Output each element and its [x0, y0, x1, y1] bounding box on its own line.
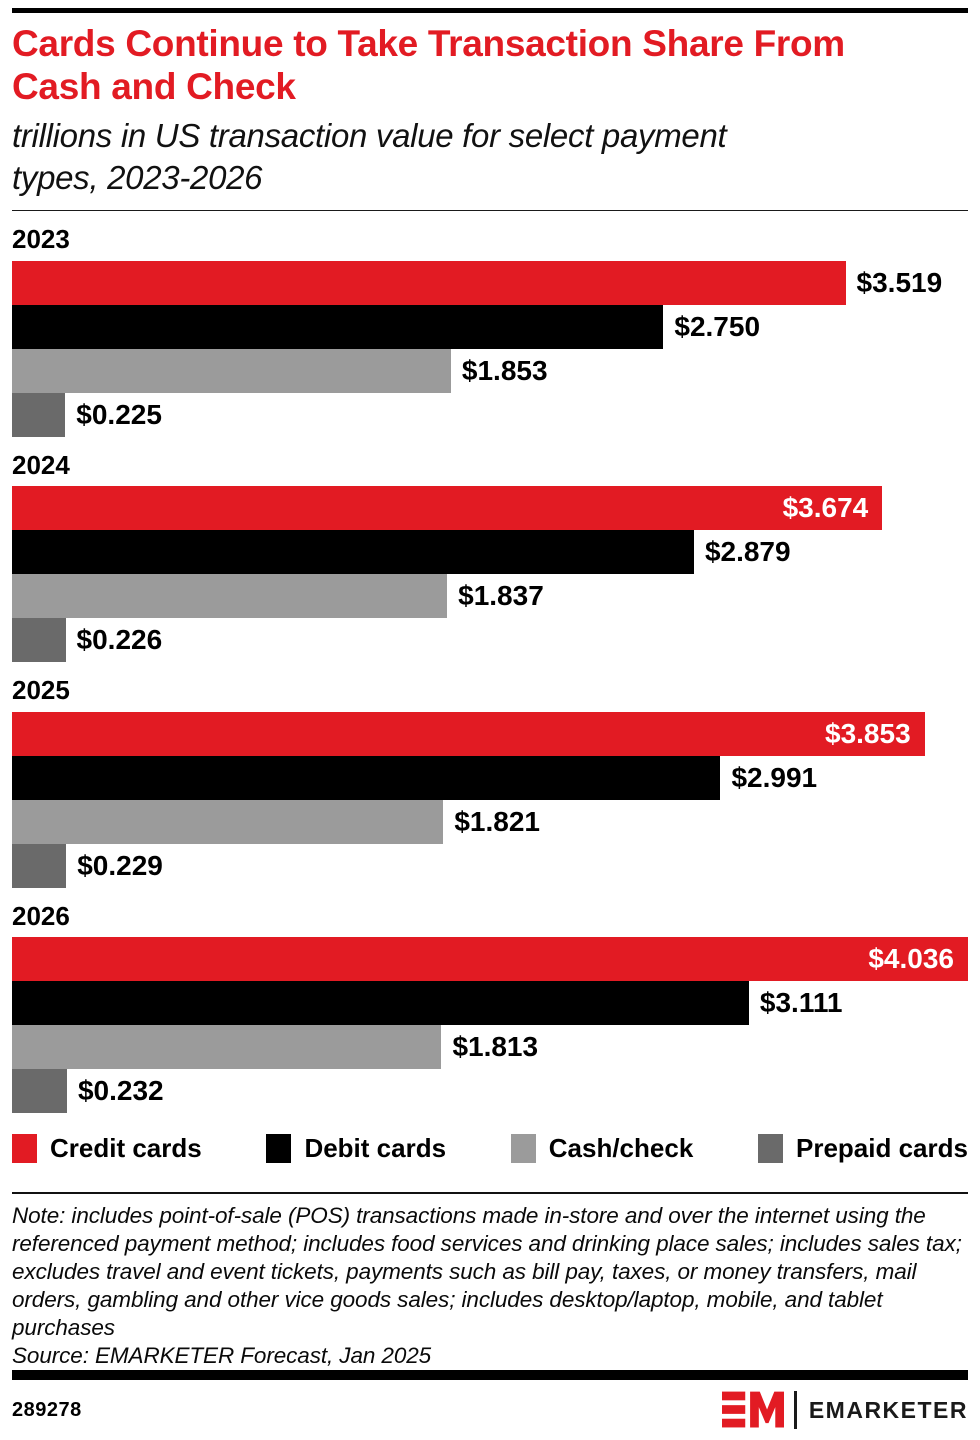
- bar-row: $1.813: [12, 1025, 968, 1070]
- bar-value-label: $3.853: [825, 717, 911, 749]
- bar-value-label: $0.232: [77, 1075, 164, 1107]
- bar-cash-check: [12, 799, 444, 844]
- title-line-2: Cash and Check: [12, 65, 296, 107]
- legend-swatch-credit-cards: [12, 1134, 37, 1164]
- note-block: Note: includes point-of-sale (POS) trans…: [12, 1202, 968, 1370]
- bar-credit-cards: $3.674: [12, 486, 883, 531]
- legend-label: Credit cards: [50, 1133, 202, 1164]
- bar-row: $0.232: [12, 1069, 968, 1114]
- bar-value-label: $1.813: [452, 1031, 539, 1063]
- legend-item-prepaid-cards: Prepaid cards: [757, 1133, 968, 1164]
- footer: 289278 EMARKETER: [12, 1370, 968, 1432]
- bar-row: $3.674: [12, 486, 968, 531]
- title-line-1: Cards Continue to Take Transaction Share…: [12, 23, 845, 65]
- bar-row: $1.837: [12, 574, 968, 619]
- year-group-2026: 2026 $4.036 $3.111 $1.813 $0.232: [12, 902, 968, 1114]
- year-label: 2024: [12, 449, 70, 480]
- legend-label: Debit cards: [304, 1133, 447, 1164]
- bar-debit-cards: [12, 530, 694, 575]
- bar-value-label: $0.226: [76, 624, 163, 656]
- footer-row: 289278 EMARKETER: [12, 1388, 968, 1432]
- bar-credit-cards: $3.853: [12, 711, 925, 756]
- bar-cash-check: [12, 348, 451, 393]
- bar-value-label: $0.229: [77, 849, 163, 881]
- bar-row: $0.225: [12, 392, 968, 437]
- legend-swatch-prepaid-cards: [757, 1134, 783, 1164]
- bar-cash-check: [12, 574, 448, 619]
- bar-prepaid-cards: [12, 1069, 67, 1114]
- bar-debit-cards: [12, 981, 749, 1026]
- subtitle-line-2: types, 2023-2026: [12, 159, 263, 197]
- bar-value-label: $3.519: [856, 266, 943, 298]
- bar-row: $2.750: [12, 304, 968, 349]
- year-group-2024: 2024 $3.674 $2.879 $1.837 $0.226: [12, 449, 968, 663]
- bar-value-label: $3.111: [759, 987, 843, 1019]
- year-label: 2025: [12, 675, 70, 706]
- chart-id: 289278: [12, 1398, 82, 1421]
- brand-name: EMARKETER: [808, 1396, 968, 1423]
- year-group-2023: 2023 $3.519 $2.750 $1.853 $0.225: [12, 225, 968, 437]
- bar-debit-cards: [12, 755, 721, 800]
- legend-item-cash-check: Cash/check: [510, 1133, 694, 1164]
- footer-rule: [12, 1370, 968, 1380]
- bar-row: $2.879: [12, 530, 968, 575]
- note-rule: [12, 1192, 968, 1194]
- subtitle-line-1: trillions in US transaction value for se…: [12, 116, 727, 154]
- bar-value-label: $2.879: [704, 536, 791, 568]
- source-text: Source: EMARKETER Forecast, Jan 2025: [12, 1343, 432, 1368]
- bar-credit-cards: [12, 260, 846, 305]
- em-monogram-icon: [721, 1391, 784, 1428]
- bar-row: $1.821: [12, 799, 968, 844]
- bar-prepaid-cards: [12, 618, 66, 663]
- bar-row: $3.853: [12, 711, 968, 756]
- bar-value-label: $4.036: [868, 943, 954, 975]
- chart: 2023 $3.519 $2.750 $1.853 $0.225 2024 $3.674 $2…: [12, 211, 968, 1114]
- bar-credit-cards: $4.036: [12, 937, 968, 982]
- year-group-2025: 2025 $3.853 $2.991 $1.821 $0.229: [12, 676, 968, 888]
- bar-prepaid-cards: [12, 392, 66, 437]
- header-rule: [12, 209, 968, 211]
- note-text: Note: includes point-of-sale (POS) trans…: [12, 1203, 962, 1340]
- bar-value-label: $0.225: [76, 398, 162, 430]
- bar-debit-cards: [12, 304, 664, 349]
- bar-value-label: $1.853: [461, 354, 548, 386]
- bar-value-label: $2.991: [731, 761, 818, 793]
- legend-swatch-debit-cards: [266, 1134, 292, 1164]
- top-rule: [12, 8, 968, 14]
- bar-value-label: $1.821: [454, 805, 540, 837]
- logo-divider: [793, 1391, 797, 1429]
- page-title: Cards Continue to Take Transaction Share…: [12, 23, 968, 107]
- year-label: 2023: [12, 224, 70, 254]
- bar-row: $1.853: [12, 348, 968, 393]
- page-subtitle: trillions in US transaction value for se…: [12, 115, 968, 200]
- bar-cash-check: [12, 1025, 442, 1070]
- bar-row: $2.991: [12, 755, 968, 800]
- bar-row: $3.519: [12, 260, 968, 305]
- bar-row: $0.226: [12, 618, 968, 663]
- emarketer-logo: EMARKETER: [721, 1388, 968, 1432]
- bar-prepaid-cards: [12, 843, 67, 888]
- legend-item-debit-cards: Debit cards: [266, 1133, 446, 1164]
- legend-swatch-cash-check: [510, 1134, 536, 1164]
- bar-value-label: $3.674: [782, 492, 869, 524]
- legend: Credit cards Debit cards Cash/check Prep…: [12, 1133, 968, 1164]
- bar-row: $3.111: [12, 981, 968, 1026]
- legend-item-credit-cards: Credit cards: [12, 1133, 202, 1164]
- legend-label: Cash/check: [548, 1133, 694, 1164]
- legend-label: Prepaid cards: [795, 1133, 968, 1164]
- bar-value-label: $2.750: [674, 310, 761, 342]
- bar-row: $4.036: [12, 937, 968, 982]
- year-label: 2026: [12, 900, 70, 931]
- bar-value-label: $1.837: [458, 580, 544, 612]
- bar-row: $0.229: [12, 843, 968, 888]
